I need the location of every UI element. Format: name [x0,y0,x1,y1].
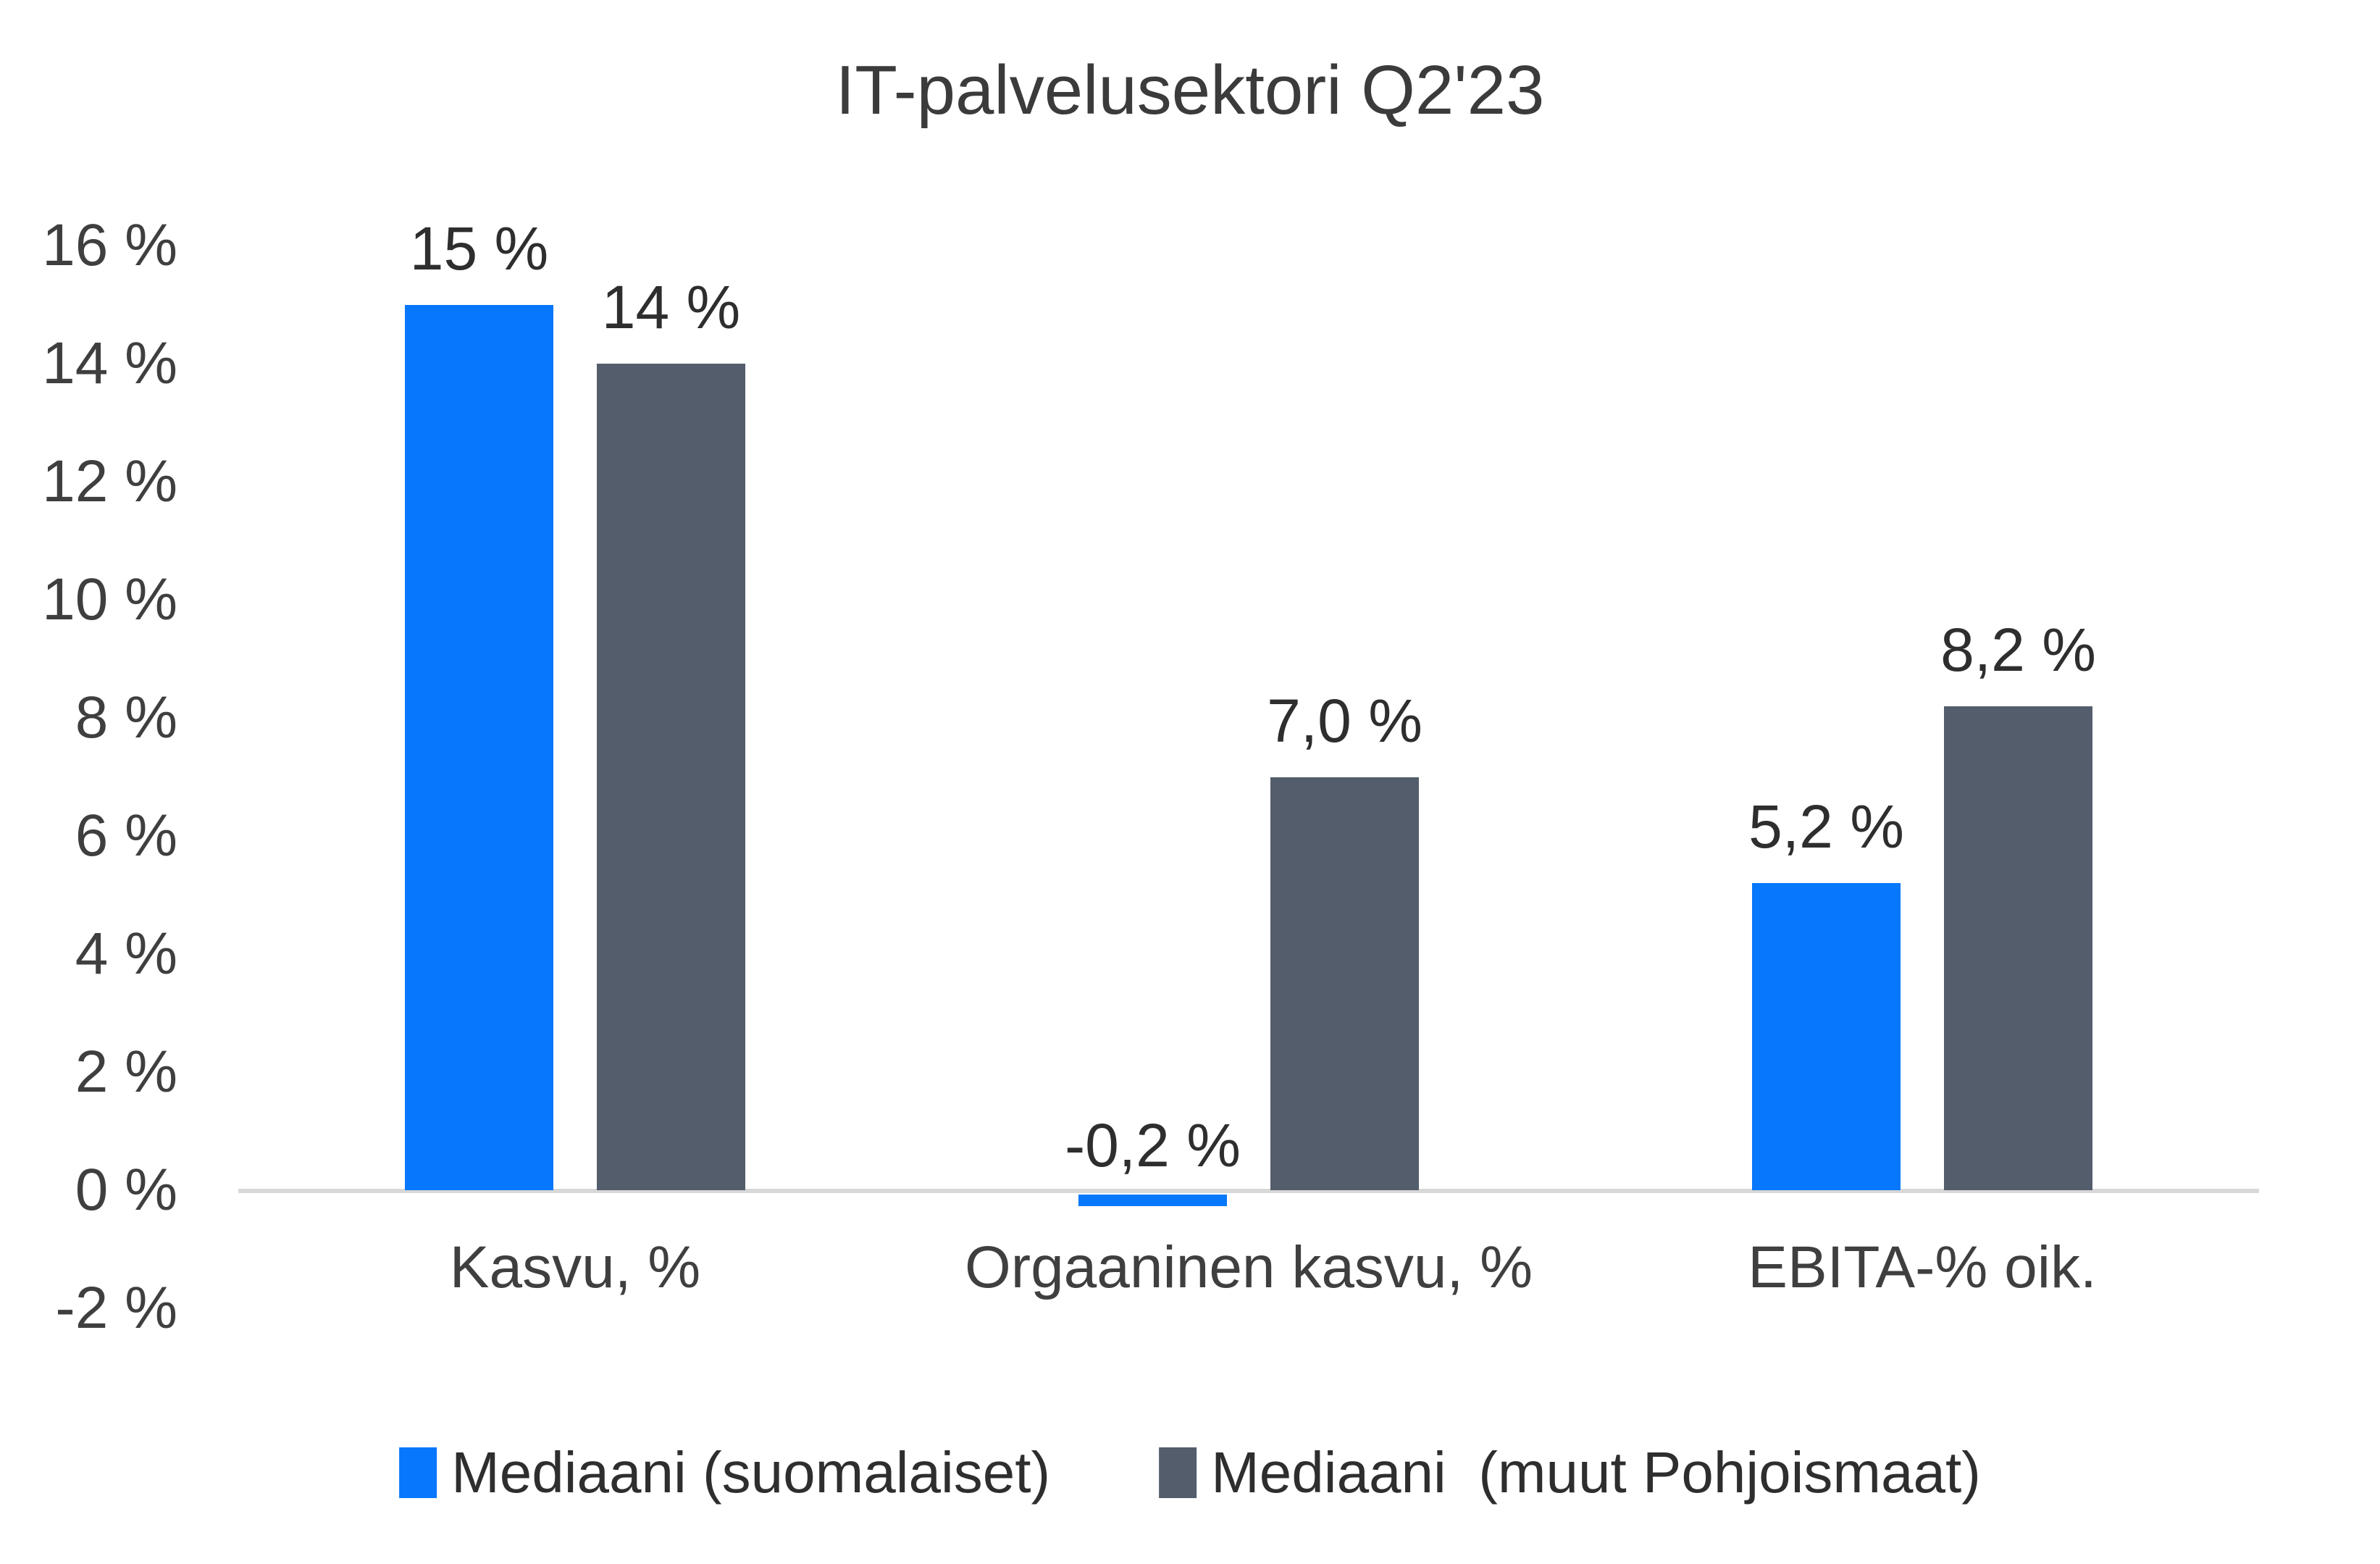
y-tick-16: 16 % [42,212,177,278]
category-label-kasvu: Kasvu, % [449,1234,701,1300]
bar-suomalaiset-kasvu [405,304,553,1190]
y-tick-neg2: -2 % [55,1275,177,1341]
category-label-ebita: EBITA-% oik. [1748,1234,2097,1300]
chart-title: IT-palvelusektori Q2'23 [835,51,1545,129]
y-tick-6: 6 % [75,803,177,869]
y-tick-12: 12 % [42,448,177,514]
y-tick-0: 0 % [75,1157,177,1223]
y-tick-8: 8 % [75,685,177,750]
data-label-suomalaiset-ebita: 5,2 % [1748,793,1904,861]
y-tick-14: 14 % [42,330,177,396]
category-label-orgaaninen-kasvu: Orgaaninen kasvu, % [964,1234,1533,1300]
bar-suomalaiset-ebita [1752,883,1901,1190]
data-label-pohjoismaat-ebita: 8,2 % [1940,615,2096,684]
bar-pohjoismaat-ebita [1944,706,2092,1190]
y-tick-10: 10 % [42,566,177,632]
data-label-pohjoismaat-orgaaninen-kasvu: 7,0 % [1267,686,1422,755]
bar-suomalaiset-orgaaninen-kasvu [1078,1195,1227,1207]
legend-item-pohjoismaat: Mediaani (muut Pohjoismaat) [1159,1438,1981,1507]
y-tick-2: 2 % [75,1039,177,1105]
x-axis-baseline [238,1189,2259,1193]
bar-pohjoismaat-kasvu [597,364,745,1190]
legend-swatch-gray [1159,1447,1197,1498]
legend-label-suomalaiset: Mediaani (suomalaiset) [451,1440,1051,1505]
legend-item-suomalaiset: Mediaani (suomalaiset) [399,1438,1050,1507]
legend: Mediaani (suomalaiset) Mediaani (muut Po… [399,1438,1981,1507]
data-label-suomalaiset-orgaaninen-kasvu: -0,2 % [1065,1111,1241,1179]
y-tick-4: 4 % [75,921,177,987]
legend-label-pohjoismaat: Mediaani (muut Pohjoismaat) [1211,1440,1981,1505]
data-label-pohjoismaat-kasvu: 14 % [601,273,741,341]
data-label-suomalaiset-kasvu: 15 % [409,214,549,283]
bar-pohjoismaat-orgaaninen-kasvu [1270,777,1419,1190]
legend-swatch-blue [399,1447,437,1498]
